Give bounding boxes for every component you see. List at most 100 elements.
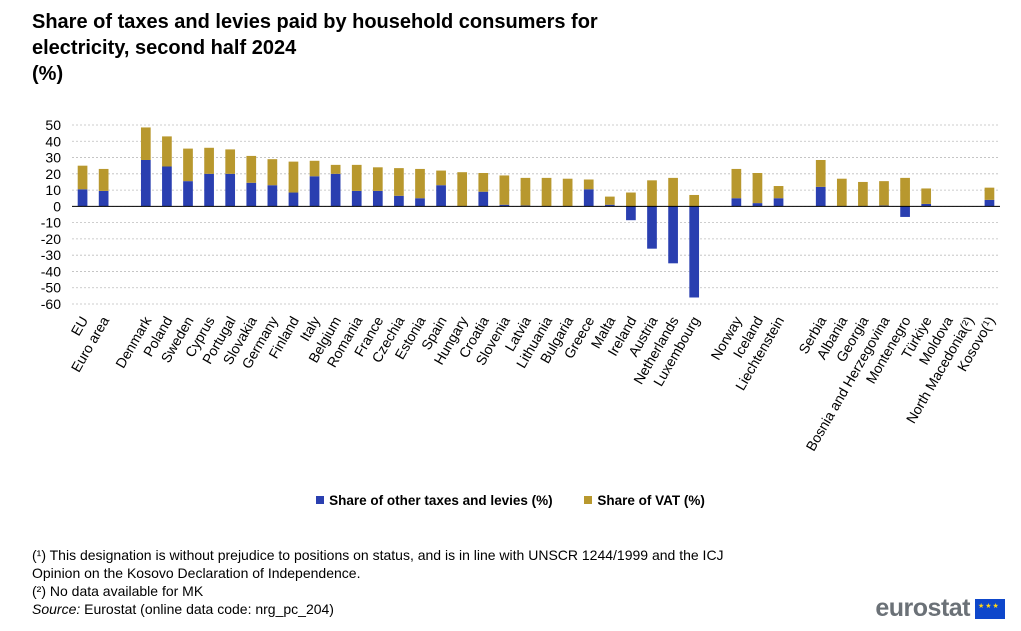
bar-other-taxes [900,206,910,217]
bar-vat [900,177,910,207]
y-tick-label: 20 [45,166,61,182]
bar-vat [351,164,362,191]
bar-other-taxes [394,195,404,207]
legend-swatch-vat [584,496,593,504]
y-tick-label: 40 [45,133,61,149]
bar-vat [562,178,573,207]
bar-vat [815,159,826,187]
footnote-2: (²) No data available for MK [32,583,204,599]
bar-other-taxes [604,204,615,207]
chart-title-line-1: Share of taxes and levies paid by househ… [32,11,598,33]
bar-other-taxes [77,189,88,207]
bar-vat [921,188,932,204]
source-line: Source: Eurostat (online data code: nrg_… [32,600,852,618]
y-tick-label: 30 [45,150,61,166]
y-tick-label: 10 [45,182,61,198]
chart-legend: Share of other taxes and levies (%) Shar… [0,493,1021,508]
eurostat-logo: eurostat [875,594,1005,623]
bar-vat [288,161,299,193]
bar-vat [604,196,615,205]
bar-other-taxes [330,173,341,207]
bar-other-taxes [668,206,678,264]
bar-vat [183,148,193,182]
bar-other-taxes [183,181,193,207]
y-tick-label: -30 [41,247,61,263]
bar-vat [689,194,700,207]
bar-other-taxes [140,159,151,207]
bar-vat [668,177,678,207]
bar-vat [98,168,109,191]
y-tick-label: 0 [53,198,61,214]
chart-title: Share of taxes and levies paid by househ… [32,9,792,87]
bar-vat [246,155,257,183]
bar-other-taxes [626,206,636,221]
legend-item-other-taxes: Share of other taxes and levies (%) [316,493,553,508]
bar-vat [140,127,151,160]
chart-title-line-3: (%) [32,63,64,85]
bar-vat [858,181,868,207]
bar-other-taxes [162,166,172,207]
bar-other-taxes [815,186,826,207]
bar-vat [330,164,341,174]
bar-other-taxes [921,203,932,207]
bar-other-taxes [689,206,700,298]
bar-vat [626,192,636,207]
bar-other-taxes [288,192,299,207]
bar-other-taxes [204,173,214,207]
footnote-1-line-1: (¹) This designation is without prejudic… [32,547,724,563]
bar-vat [647,180,657,207]
bar-other-taxes [647,206,657,249]
y-tick-label: -50 [41,280,61,296]
bar-vat [499,175,510,205]
bar-other-taxes [225,173,236,207]
bar-vat [478,173,489,192]
bar-other-taxes [773,198,784,207]
y-tick-label: -40 [41,263,61,279]
bar-other-taxes [984,199,995,207]
bar-vat [309,160,320,177]
chart-title-line-2: electricity, second half 2024 [32,37,297,59]
bar-other-taxes [752,203,763,207]
y-tick-label: 50 [45,117,61,133]
y-tick-label: -20 [41,231,61,247]
bar-vat [77,165,88,190]
bar-vat [520,177,531,206]
bar-vat [583,179,594,190]
legend-label-other-taxes: Share of other taxes and levies (%) [329,493,553,508]
bar-other-taxes [267,185,278,207]
bar-vat [372,167,383,191]
bar-other-taxes [372,190,383,207]
eu-flag-icon [975,598,1005,619]
bar-vat [984,187,995,200]
legend-label-vat: Share of VAT (%) [597,493,705,508]
bar-other-taxes [415,198,425,207]
bar-vat [162,136,172,167]
bar-vat [457,172,468,207]
bar-vat [394,168,404,196]
bar-other-taxes [246,182,257,207]
bar-vat [752,173,763,204]
source-label: Source: [32,601,81,617]
bar-vat [415,168,425,199]
footnote-1-line-2: Opinion on the Kosovo Declaration of Ind… [32,565,361,581]
bar-vat [879,181,889,206]
bar-other-taxes [351,190,362,207]
bar-other-taxes [436,185,446,207]
legend-item-vat: Share of VAT (%) [584,493,705,508]
bar-other-taxes [731,198,742,207]
bar-other-taxes [98,190,109,207]
y-tick-label: -10 [41,215,61,231]
legend-swatch-other-taxes [316,496,325,504]
footnotes: (¹) This designation is without prejudic… [32,546,852,618]
bar-other-taxes [583,189,594,207]
bar-vat [541,177,552,207]
logo-text: eurostat [875,594,970,622]
bar-vat [836,178,847,207]
bar-vat [773,186,784,199]
bar-vat [204,147,214,174]
bar-other-taxes [499,204,510,207]
bar-other-taxes [309,176,320,207]
bar-other-taxes [478,191,489,207]
bar-vat [731,168,742,199]
